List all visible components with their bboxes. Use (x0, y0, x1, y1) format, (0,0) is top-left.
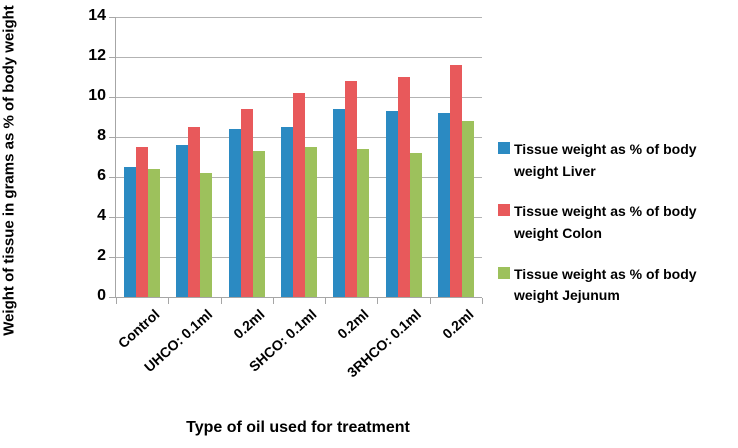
x-tick-label: Control (115, 306, 163, 352)
gridline (116, 17, 482, 18)
y-tick-label: 0 (97, 287, 106, 304)
bar-jejunum-1 (148, 169, 161, 297)
legend-label-liver: Tissue weight as % of body weight Liver (514, 141, 697, 179)
bar-liver-3 (228, 129, 241, 297)
y-tick-label: 10 (88, 87, 106, 104)
x-tick-label: 0.2ml (334, 306, 372, 342)
bar-jejunum-7 (461, 121, 474, 297)
x-axis-tick (325, 298, 327, 304)
x-axis-tick (482, 298, 483, 304)
bar-colon-2 (188, 127, 201, 297)
legend-swatch-liver (498, 142, 510, 154)
x-axis-tick (220, 298, 222, 304)
bar-colon-5 (345, 81, 358, 297)
y-axis-tick (109, 17, 116, 18)
x-axis-title: Type of oil used for treatment (186, 419, 410, 436)
bar-jejunum-4 (305, 147, 317, 297)
x-tick-label: 0.2ml (230, 306, 268, 342)
legend: Tissue weight as % of body weight Liver T… (498, 139, 733, 326)
y-axis-tick (109, 217, 116, 218)
y-axis-tick (109, 57, 116, 58)
y-axis-tick (109, 257, 116, 258)
x-axis-tick (272, 298, 274, 304)
bar-liver-6 (385, 111, 398, 297)
bar-colon-7 (449, 65, 462, 297)
legend-item-liver: Tissue weight as % of body weight Liver (498, 139, 733, 182)
x-axis-tick (429, 298, 431, 304)
bar-jejunum-3 (252, 151, 265, 297)
bar-jejunum-2 (200, 173, 213, 297)
y-tick-label: 6 (97, 167, 106, 184)
legend-item-jejunum: Tissue weight as % of body weight Jejunu… (498, 264, 733, 307)
bar-liver-7 (437, 113, 450, 297)
bar-liver-1 (124, 167, 137, 297)
legend-swatch-colon (498, 204, 510, 217)
y-tick-label: 4 (97, 207, 106, 224)
bar-colon-3 (240, 109, 253, 297)
bar-jejunum-5 (357, 149, 370, 297)
y-axis-tick (109, 97, 116, 98)
plot-area: 0 2 4 6 8 10 12 14 Control UHCO: 0.1ml 0.2ml SHCO: … (88, 7, 483, 380)
y-axis-tick (109, 177, 116, 178)
legend-item-colon: Tissue weight as % of body weight Colon (498, 201, 733, 244)
bar-colon-1 (136, 147, 149, 297)
legend-label-colon: Tissue weight as % of body weight Colon (514, 203, 697, 242)
y-tick-label: 8 (97, 127, 106, 144)
bar-liver-2 (176, 145, 189, 297)
bar-liver-4 (281, 127, 293, 297)
x-axis-tick (116, 298, 117, 304)
x-axis-tick (168, 298, 170, 304)
bar-liver-5 (333, 109, 346, 297)
y-axis-tick (109, 137, 116, 138)
legend-swatch-jejunum (498, 266, 510, 279)
x-tick-label: 0.2ml (439, 306, 477, 342)
bar-jejunum-6 (409, 153, 422, 297)
gridline (116, 57, 482, 58)
y-axis-title: Weight of tissue in grams as % of body w… (0, 5, 18, 336)
y-tick-label: 2 (97, 247, 106, 264)
bar-colon-4 (293, 93, 305, 297)
y-tick-label: 14 (88, 7, 106, 24)
legend-label-jejunum: Tissue weight as % of body weight Jejunu… (514, 265, 697, 304)
y-axis-tick (109, 297, 116, 298)
y-tick-label: 12 (88, 47, 106, 64)
bar-colon-6 (397, 77, 410, 297)
x-axis-tick (377, 298, 379, 304)
